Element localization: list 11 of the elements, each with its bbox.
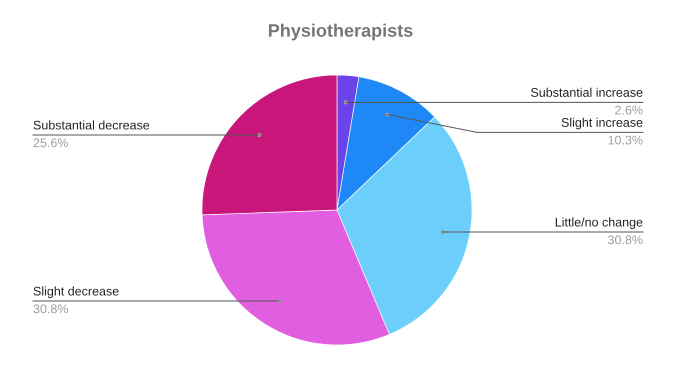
data-label: 2.6%	[615, 106, 643, 115]
slice-label: Substantial increase	[531, 88, 642, 97]
data-label: 10.3%	[608, 136, 643, 145]
data-label: 30.8%	[608, 235, 643, 244]
chart-title: Physiotherapists	[268, 24, 413, 40]
slice-label: Slight decrease	[34, 286, 119, 298]
slice-label: Substantial decrease	[34, 120, 150, 130]
slice-label: Little/no change	[556, 217, 642, 230]
data-label: 30.8%	[33, 304, 68, 314]
data-label: 25.6%	[34, 138, 68, 148]
slice-label: Slight increase	[562, 118, 642, 130]
